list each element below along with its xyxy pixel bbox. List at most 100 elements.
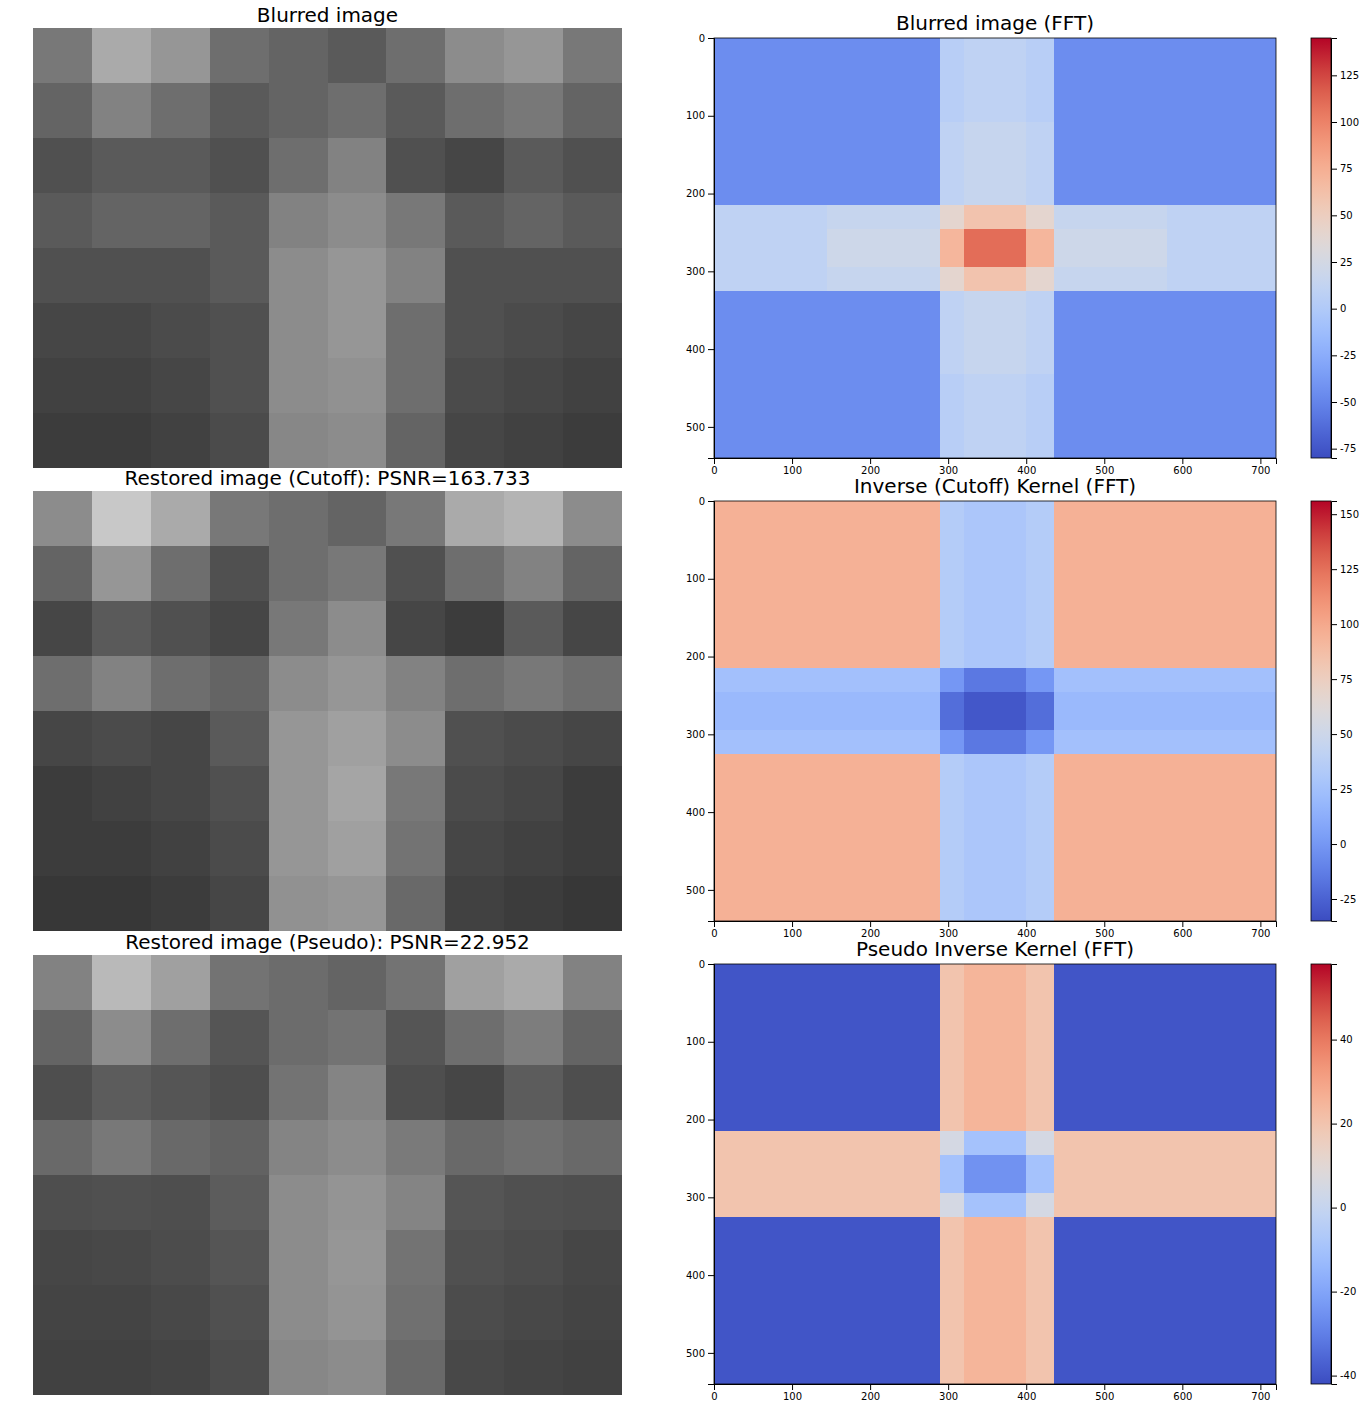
cell — [964, 229, 995, 248]
x-tick-mark — [1026, 921, 1027, 927]
colorbar-tick-mark — [1331, 449, 1337, 450]
cell — [827, 692, 940, 711]
cell — [1167, 730, 1276, 753]
pixel-block — [269, 28, 328, 83]
cell — [1167, 248, 1276, 267]
pixel-block — [92, 413, 151, 468]
cell — [1167, 1155, 1276, 1174]
figure-svg: Blurred image Blurred image (FFT)01002003… — [0, 0, 1368, 1420]
x-tick-mark — [1104, 458, 1105, 464]
x-tick-mark — [792, 921, 793, 927]
pixel-block — [563, 83, 622, 138]
y-axis-line — [708, 965, 715, 1385]
pixel-block — [210, 1285, 269, 1340]
pixel-block — [92, 955, 151, 1010]
pixel-block — [563, 546, 622, 601]
pixel-block — [386, 28, 445, 83]
pixel-block — [563, 876, 622, 931]
pixel-block — [151, 1010, 210, 1065]
colorbar-tick-label: 0 — [1340, 1202, 1346, 1213]
cell — [827, 205, 940, 228]
pixel-block — [386, 491, 445, 546]
cell — [964, 730, 995, 753]
colorbar-ramp — [1311, 501, 1331, 921]
cell — [827, 267, 940, 290]
pixel-block — [328, 138, 387, 193]
pixel-block — [210, 83, 269, 138]
pixel-block — [269, 766, 328, 821]
cell — [1026, 248, 1053, 267]
cell — [1026, 1193, 1053, 1216]
pixel-block — [445, 876, 504, 931]
cell — [940, 501, 963, 585]
pixel-block — [92, 491, 151, 546]
x-tick: 0 — [711, 1384, 717, 1402]
pixel-block — [328, 955, 387, 1010]
pixel-block — [210, 28, 269, 83]
y-tick-label: 300 — [686, 266, 705, 277]
pixel-block — [151, 955, 210, 1010]
pixel-block — [269, 138, 328, 193]
cell — [827, 1155, 940, 1174]
pixel-block — [151, 28, 210, 83]
panel-title: Restored image (Pseudo): PSNR=22.952 — [125, 930, 530, 954]
pixel-block — [563, 711, 622, 766]
x-axis: 0100200300400500600700 — [711, 1384, 1276, 1402]
figure: Blurred image Blurred image (FFT)01002003… — [0, 0, 1368, 1420]
colorbar-ramp — [1311, 964, 1331, 1384]
cell — [1026, 267, 1053, 290]
pixel-block — [328, 413, 387, 468]
cell — [1054, 1217, 1167, 1300]
cell — [1167, 837, 1276, 921]
pixel-block — [33, 1230, 92, 1285]
colorbar-tick: 75 — [1331, 674, 1353, 685]
y-tick-mark — [708, 579, 714, 580]
cell — [940, 1048, 963, 1131]
cell — [1167, 1300, 1276, 1384]
pixel-block — [269, 491, 328, 546]
pixel-block — [563, 1340, 622, 1395]
panel: Blurred image (FFT)010020030040050060070… — [686, 11, 1359, 476]
x-tick: 600 — [1173, 1384, 1192, 1402]
y-tick: 0 — [699, 496, 714, 507]
cell — [995, 1193, 1026, 1216]
pixel-block — [269, 358, 328, 413]
colorbar-tick-mark — [1331, 122, 1337, 123]
x-tick: 100 — [783, 458, 802, 476]
y-tick: 0 — [699, 959, 714, 970]
cell — [714, 374, 827, 458]
cell — [827, 291, 940, 374]
colorbar-tick-label: -25 — [1340, 350, 1356, 361]
cell — [827, 668, 940, 691]
pixel-block — [328, 1230, 387, 1285]
cell — [1054, 122, 1167, 205]
cell — [995, 248, 1026, 267]
cell — [995, 1131, 1026, 1154]
y-tick-mark — [708, 734, 714, 735]
image-cells — [33, 955, 622, 1395]
colorbar-tick-label: 50 — [1340, 210, 1353, 221]
cell — [940, 374, 963, 458]
pixel-block — [33, 413, 92, 468]
cell — [995, 730, 1026, 753]
colorbar-tick-label: 125 — [1340, 70, 1359, 81]
pixel-block — [269, 1175, 328, 1230]
y-tick-label: 100 — [686, 573, 705, 584]
colorbar-tick-mark — [1331, 844, 1337, 845]
cell — [940, 754, 963, 837]
cell — [995, 1155, 1026, 1174]
x-tick: 700 — [1251, 921, 1270, 939]
y-tick-label: 100 — [686, 1036, 705, 1047]
pixel-block — [504, 1285, 563, 1340]
pixel-block — [504, 358, 563, 413]
cell — [1026, 1048, 1053, 1131]
cell — [714, 248, 827, 267]
pixel-block — [445, 1230, 504, 1285]
cell — [714, 205, 827, 228]
pixel-block — [151, 656, 210, 711]
cell — [995, 692, 1026, 711]
colorbar-tick-label: 100 — [1340, 619, 1359, 630]
cell — [827, 1300, 940, 1384]
panel-title: Blurred image — [257, 3, 398, 27]
cell — [940, 229, 963, 248]
